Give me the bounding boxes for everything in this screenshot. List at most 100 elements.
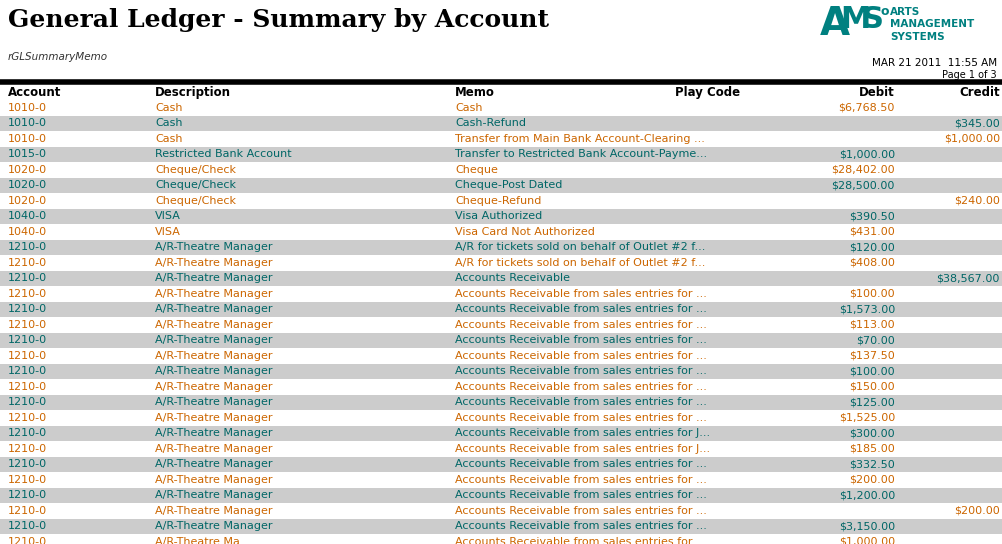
- Text: 1210-0: 1210-0: [8, 273, 47, 283]
- Text: 1020-0: 1020-0: [8, 180, 47, 190]
- Text: $300.00: $300.00: [850, 428, 895, 438]
- Text: Accounts Receivable from sales entries for ...: Accounts Receivable from sales entries f…: [455, 382, 706, 392]
- Text: 1210-0: 1210-0: [8, 506, 47, 516]
- Text: A/R-Theatre Manager: A/R-Theatre Manager: [155, 258, 273, 268]
- Text: $38,567.00: $38,567.00: [937, 273, 1000, 283]
- Text: Cheque/Check: Cheque/Check: [155, 196, 236, 206]
- Text: Accounts Receivable from sales entries for ...: Accounts Receivable from sales entries f…: [455, 320, 706, 330]
- Text: Cheque: Cheque: [455, 165, 498, 175]
- Text: A/R-Theatre Manager: A/R-Theatre Manager: [155, 490, 273, 500]
- Bar: [0, 100, 1002, 115]
- Bar: [0, 224, 1002, 239]
- Text: o: o: [881, 5, 890, 18]
- Text: 1210-0: 1210-0: [8, 335, 47, 345]
- Text: ARTS
MANAGEMENT
SYSTEMS: ARTS MANAGEMENT SYSTEMS: [890, 7, 974, 42]
- Bar: [0, 162, 1002, 177]
- Bar: [0, 270, 1002, 286]
- Text: $240.00: $240.00: [954, 196, 1000, 206]
- Text: $408.00: $408.00: [849, 258, 895, 268]
- Text: Cheque-Post Dated: Cheque-Post Dated: [455, 180, 562, 190]
- Text: A/R-Theatre Manager: A/R-Theatre Manager: [155, 475, 273, 485]
- Text: A/R-Theatre Manager: A/R-Theatre Manager: [155, 428, 273, 438]
- Text: Cheque-Refund: Cheque-Refund: [455, 196, 541, 206]
- Text: A/R-Theatre Manager: A/R-Theatre Manager: [155, 335, 273, 345]
- Text: Cheque/Check: Cheque/Check: [155, 165, 236, 175]
- Text: $332.50: $332.50: [850, 459, 895, 469]
- Text: Accounts Receivable from sales entries for ...: Accounts Receivable from sales entries f…: [455, 397, 706, 407]
- Text: $137.50: $137.50: [850, 351, 895, 361]
- Text: A/R-Theatre Manager: A/R-Theatre Manager: [155, 366, 273, 376]
- Text: A/R for tickets sold on behalf of Outlet #2 f...: A/R for tickets sold on behalf of Outlet…: [455, 242, 705, 252]
- Text: Transfer from Main Bank Account-Clearing ...: Transfer from Main Bank Account-Clearing…: [455, 134, 704, 144]
- Text: A/R-Theatre Manager: A/R-Theatre Manager: [155, 459, 273, 469]
- Text: $185.00: $185.00: [850, 444, 895, 454]
- Text: Accounts Receivable from sales entries for ...: Accounts Receivable from sales entries f…: [455, 506, 706, 516]
- Bar: [0, 301, 1002, 317]
- Text: $70.00: $70.00: [857, 335, 895, 345]
- Text: S: S: [862, 5, 884, 34]
- Text: M: M: [840, 5, 871, 34]
- Text: Accounts Receivable from sales entries for J...: Accounts Receivable from sales entries f…: [455, 428, 710, 438]
- Text: 1010-0: 1010-0: [8, 118, 47, 128]
- Text: 1210-0: 1210-0: [8, 428, 47, 438]
- Text: 1010-0: 1010-0: [8, 134, 47, 144]
- Text: $100.00: $100.00: [850, 289, 895, 299]
- Text: 1210-0: 1210-0: [8, 382, 47, 392]
- Text: 1040-0: 1040-0: [8, 227, 47, 237]
- Text: 1210-0: 1210-0: [8, 320, 47, 330]
- Text: 1210-0: 1210-0: [8, 413, 47, 423]
- Text: $200.00: $200.00: [954, 506, 1000, 516]
- Bar: [0, 286, 1002, 301]
- Text: A/R-Theatre Manager: A/R-Theatre Manager: [155, 413, 273, 423]
- Text: A/R-Theatre Ma...: A/R-Theatre Ma...: [155, 537, 250, 544]
- Text: Cash: Cash: [455, 103, 483, 113]
- Text: Credit: Credit: [959, 86, 1000, 99]
- Text: A/R-Theatre Manager: A/R-Theatre Manager: [155, 351, 273, 361]
- Text: Visa Authorized: Visa Authorized: [455, 211, 542, 221]
- Text: 1210-0: 1210-0: [8, 304, 47, 314]
- Text: Account: Account: [8, 86, 61, 99]
- Bar: [0, 239, 1002, 255]
- Text: Cash: Cash: [155, 118, 182, 128]
- Bar: [0, 317, 1002, 332]
- Bar: [0, 363, 1002, 379]
- Text: Accounts Receivable from sales entries for ...: Accounts Receivable from sales entries f…: [455, 366, 706, 376]
- Text: Accounts Receivable from sales entries for J...: Accounts Receivable from sales entries f…: [455, 444, 710, 454]
- Text: A/R-Theatre Manager: A/R-Theatre Manager: [155, 444, 273, 454]
- Text: 1210-0: 1210-0: [8, 444, 47, 454]
- Text: $345.00: $345.00: [954, 118, 1000, 128]
- Text: A/R-Theatre Manager: A/R-Theatre Manager: [155, 289, 273, 299]
- Text: A/R-Theatre Manager: A/R-Theatre Manager: [155, 506, 273, 516]
- Text: Cash: Cash: [155, 134, 182, 144]
- Bar: [0, 208, 1002, 224]
- Bar: [0, 503, 1002, 518]
- Bar: [0, 441, 1002, 456]
- Text: $125.00: $125.00: [850, 397, 895, 407]
- Text: Visa Card Not Authorized: Visa Card Not Authorized: [455, 227, 595, 237]
- Text: Cheque/Check: Cheque/Check: [155, 180, 236, 190]
- Text: A/R-Theatre Manager: A/R-Theatre Manager: [155, 304, 273, 314]
- Text: $1,525.00: $1,525.00: [839, 413, 895, 423]
- Text: 1015-0: 1015-0: [8, 149, 47, 159]
- Text: $100.00: $100.00: [850, 366, 895, 376]
- Bar: [0, 487, 1002, 503]
- Bar: [0, 394, 1002, 410]
- Bar: [0, 255, 1002, 270]
- Text: $113.00: $113.00: [850, 320, 895, 330]
- Bar: [0, 534, 1002, 544]
- Text: Accounts Receivable from sales entries for ...: Accounts Receivable from sales entries f…: [455, 289, 706, 299]
- Text: Accounts Receivable from sales entries for ...: Accounts Receivable from sales entries f…: [455, 459, 706, 469]
- Text: $200.00: $200.00: [850, 475, 895, 485]
- Text: 1210-0: 1210-0: [8, 459, 47, 469]
- Text: A/R-Theatre Manager: A/R-Theatre Manager: [155, 273, 273, 283]
- Text: Description: Description: [155, 86, 231, 99]
- Text: $431.00: $431.00: [850, 227, 895, 237]
- Text: 1020-0: 1020-0: [8, 165, 47, 175]
- Text: Accounts Receivable from sales entries for ...: Accounts Receivable from sales entries f…: [455, 304, 706, 314]
- Bar: [0, 131, 1002, 146]
- Text: Play Code: Play Code: [675, 86, 740, 99]
- Text: Page 1 of 3: Page 1 of 3: [942, 70, 997, 80]
- Text: Accounts Receivable from sales entries for ...: Accounts Receivable from sales entries f…: [455, 351, 706, 361]
- Text: Accounts Receivable from sales entries for ...: Accounts Receivable from sales entries f…: [455, 335, 706, 345]
- Text: Cash-Refund: Cash-Refund: [455, 118, 526, 128]
